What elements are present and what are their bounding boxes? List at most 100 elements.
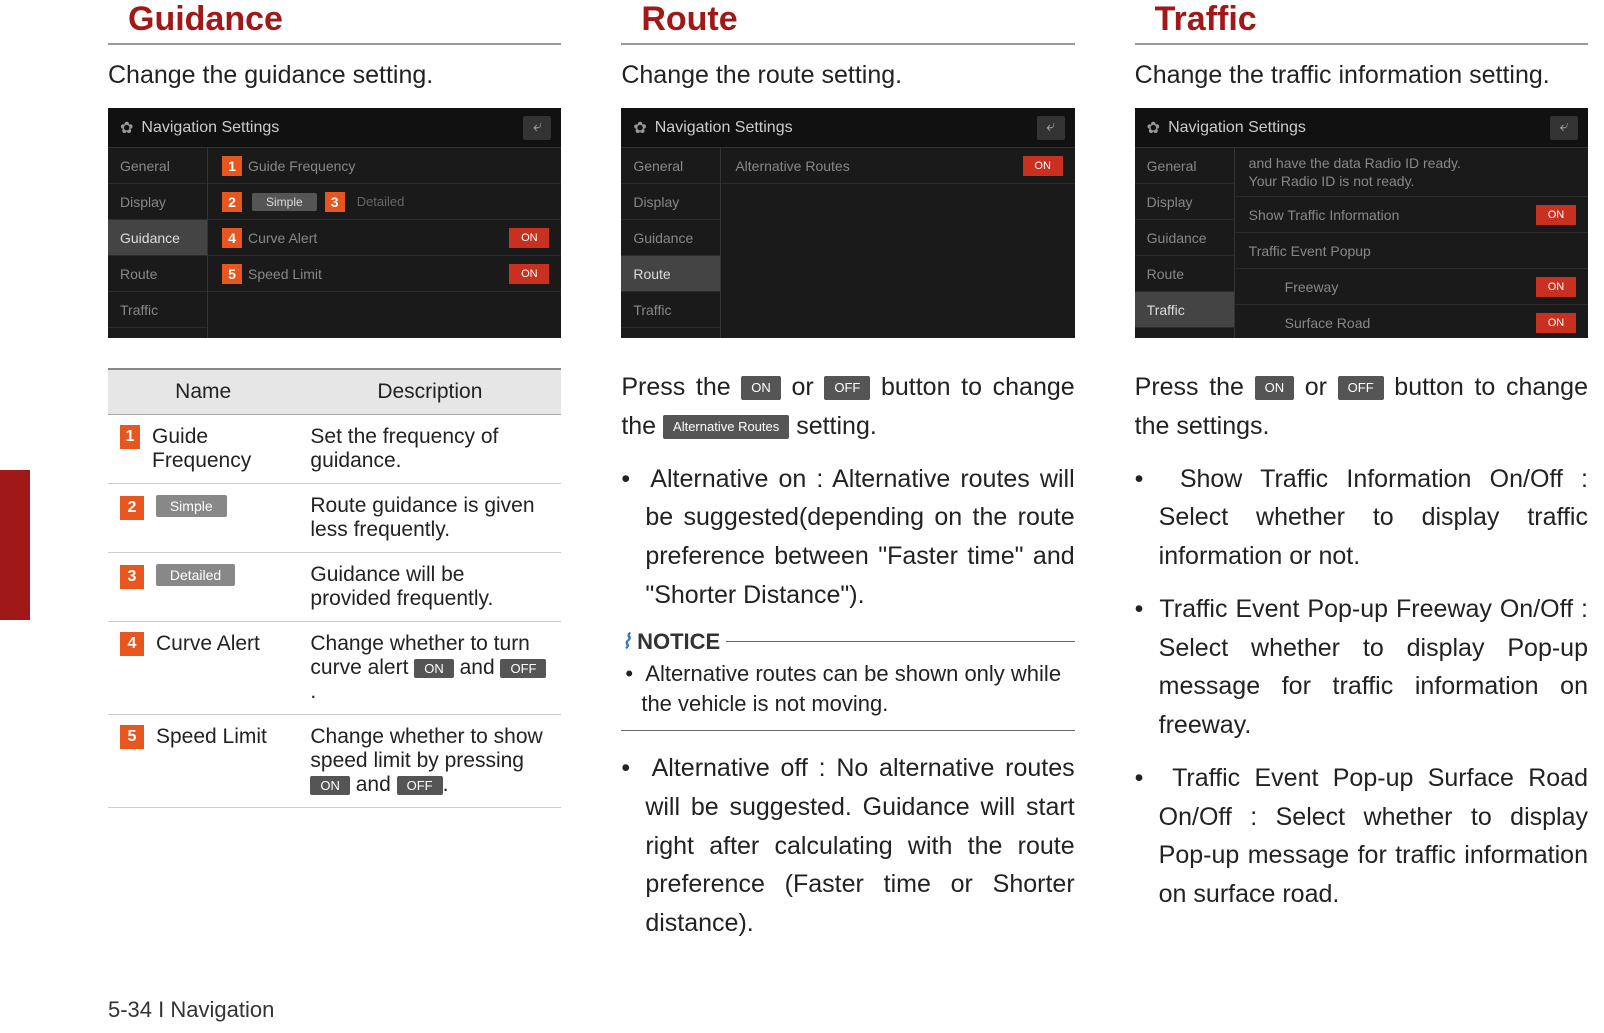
route-press-text: Press the ON or OFF button to change the… [621, 368, 1074, 446]
row-label: Traffic Event Popup [1249, 243, 1371, 259]
marker-5: 5 [120, 725, 144, 749]
traffic-bullet-3: • Traffic Event Pop-up Surface Road On/O… [1135, 759, 1588, 914]
th-name: Name [108, 369, 298, 415]
th-desc: Description [298, 369, 561, 415]
sidebar-item-guidance[interactable]: Guidance [1135, 220, 1234, 256]
on-badge[interactable]: ON [1536, 277, 1576, 297]
detailed-button[interactable]: Detailed [357, 194, 405, 209]
on-badge[interactable]: ON [509, 264, 549, 284]
sidebar-item-route[interactable]: Route [108, 256, 207, 292]
marker-1: 1 [222, 156, 242, 176]
off-pill: OFF [500, 659, 546, 678]
back-icon[interactable]: ⤶ [523, 116, 551, 140]
sidebar-item-route[interactable]: Route [1135, 256, 1234, 292]
back-icon[interactable]: ⤶ [1550, 116, 1578, 140]
row-traffic-event[interactable]: Traffic Event Popup [1235, 233, 1588, 269]
sidebar-item-guidance[interactable]: Guidance [621, 220, 720, 256]
marker-5: 5 [222, 264, 242, 284]
simple-pill: Simple [156, 495, 227, 517]
off-pill: OFF [824, 376, 870, 400]
ss-header: ✿ Navigation Settings ⤶ [108, 108, 561, 148]
on-badge[interactable]: ON [509, 228, 549, 248]
row-label: Speed Limit [248, 266, 322, 282]
route-subtitle: Change the route setting. [621, 61, 1074, 90]
row-guide-frequency[interactable]: 1 Guide Frequency [208, 148, 561, 184]
row-name: Curve Alert [156, 632, 260, 656]
gear-icon: ✿ [1147, 118, 1160, 138]
sidebar-item-display[interactable]: Display [108, 184, 207, 220]
row-label: Show Traffic Information [1249, 207, 1400, 223]
guidance-column: Guidance Change the guidance setting. ✿ … [108, 0, 561, 957]
row-show-traffic[interactable]: Show Traffic Information ON [1235, 197, 1588, 233]
notice-icon: ⌇ [621, 629, 631, 654]
ss-main: and have the data Radio ID ready. Your R… [1235, 148, 1588, 338]
row-name: Speed Limit [156, 725, 267, 749]
row-radio-id: and have the data Radio ID ready. Your R… [1235, 148, 1588, 197]
route-bullet-1: • Alternative on : Alternative routes wi… [621, 460, 1074, 615]
ss-title: Navigation Settings [141, 119, 279, 137]
ss-title: Navigation Settings [655, 119, 793, 137]
guidance-screenshot: ✿ Navigation Settings ⤶ General Display … [108, 108, 561, 338]
row-desc: Change whether to turn curve alert ON an… [298, 622, 561, 715]
traffic-title: Traffic [1135, 0, 1588, 45]
row-desc: Route guidance is given less frequently. [298, 484, 561, 553]
row-curve-alert[interactable]: 4 Curve Alert ON [208, 220, 561, 256]
row-desc: Set the frequency of guidance. [298, 415, 561, 484]
row-label: Guide Frequency [248, 158, 355, 174]
row-label: Surface Road [1285, 315, 1371, 331]
off-pill: OFF [1338, 376, 1384, 400]
route-bullet-2: • Alternative off : No alternative route… [621, 749, 1074, 943]
traffic-subtitle: Change the traffic information setting. [1135, 61, 1588, 90]
marker-3: 3 [325, 192, 345, 212]
marker-4: 4 [120, 632, 144, 656]
notice-body: • Alternative routes can be shown only w… [621, 659, 1074, 732]
table-row: 2 Simple Route guidance is given less fr… [108, 484, 561, 553]
traffic-bullet-2: • Traffic Event Pop-up Freeway On/Off : … [1135, 590, 1588, 745]
sidebar-item-traffic[interactable]: Traffic [621, 292, 720, 328]
row-speed-limit[interactable]: 5 Speed Limit ON [208, 256, 561, 292]
table-row: 3 Detailed Guidance will be provided fre… [108, 553, 561, 622]
sidebar-item-traffic[interactable]: Traffic [108, 292, 207, 328]
sidebar-item-display[interactable]: Display [621, 184, 720, 220]
marker-1: 1 [120, 425, 140, 449]
row-name: Guide Frequency [152, 425, 286, 473]
text-line: Your Radio ID is not ready. [1249, 172, 1415, 190]
on-badge[interactable]: ON [1023, 156, 1063, 176]
table-row: 1 Guide Frequency Set the frequency of gu… [108, 415, 561, 484]
row-simple-detailed[interactable]: 2 Simple 3 Detailed [208, 184, 561, 220]
notice-header: ⌇ NOTICE [621, 629, 1074, 655]
ss-sidebar: General Display Guidance Route Traffic [621, 148, 721, 338]
sidebar-item-general[interactable]: General [621, 148, 720, 184]
marker-2: 2 [222, 192, 242, 212]
text-line: and have the data Radio ID ready. [1249, 154, 1461, 172]
route-screenshot: ✿ Navigation Settings ⤶ General Display … [621, 108, 1074, 338]
sidebar-item-display[interactable]: Display [1135, 184, 1234, 220]
route-title: Route [621, 0, 1074, 45]
guidance-subtitle: Change the guidance setting. [108, 61, 561, 90]
ss-main: 1 Guide Frequency 2 Simple 3 Detailed 4 … [208, 148, 561, 338]
marker-3: 3 [120, 565, 144, 589]
on-badge[interactable]: ON [1536, 205, 1576, 225]
row-desc: Change whether to show speed limit by pr… [298, 715, 561, 808]
row-freeway[interactable]: Freeway ON [1235, 269, 1588, 305]
page-footer: 5-34 I Navigation [108, 997, 274, 1023]
ss-sidebar: General Display Guidance Route Traffic [1135, 148, 1235, 338]
row-surface-road[interactable]: Surface Road ON [1235, 305, 1588, 338]
sidebar-item-route[interactable]: Route [621, 256, 720, 292]
sidebar-item-general[interactable]: General [1135, 148, 1234, 184]
simple-button[interactable]: Simple [252, 193, 317, 211]
ss-header: ✿ Navigation Settings ⤶ [1135, 108, 1588, 148]
sidebar-item-traffic[interactable]: Traffic [1135, 292, 1234, 328]
page-content: Guidance Change the guidance setting. ✿ … [108, 0, 1588, 957]
sidebar-item-guidance[interactable]: Guidance [108, 220, 207, 256]
row-label: Freeway [1285, 279, 1339, 295]
table-row: 4 Curve Alert Change whether to turn curv… [108, 622, 561, 715]
on-pill: ON [1255, 376, 1295, 400]
sidebar-item-general[interactable]: General [108, 148, 207, 184]
traffic-column: Traffic Change the traffic information s… [1135, 0, 1588, 957]
row-alternative-routes[interactable]: Alternative Routes ON [721, 148, 1074, 184]
on-badge[interactable]: ON [1536, 313, 1576, 333]
table-row: 5 Speed Limit Change whether to show spee… [108, 715, 561, 808]
side-accent-bar [0, 470, 30, 620]
back-icon[interactable]: ⤶ [1037, 116, 1065, 140]
